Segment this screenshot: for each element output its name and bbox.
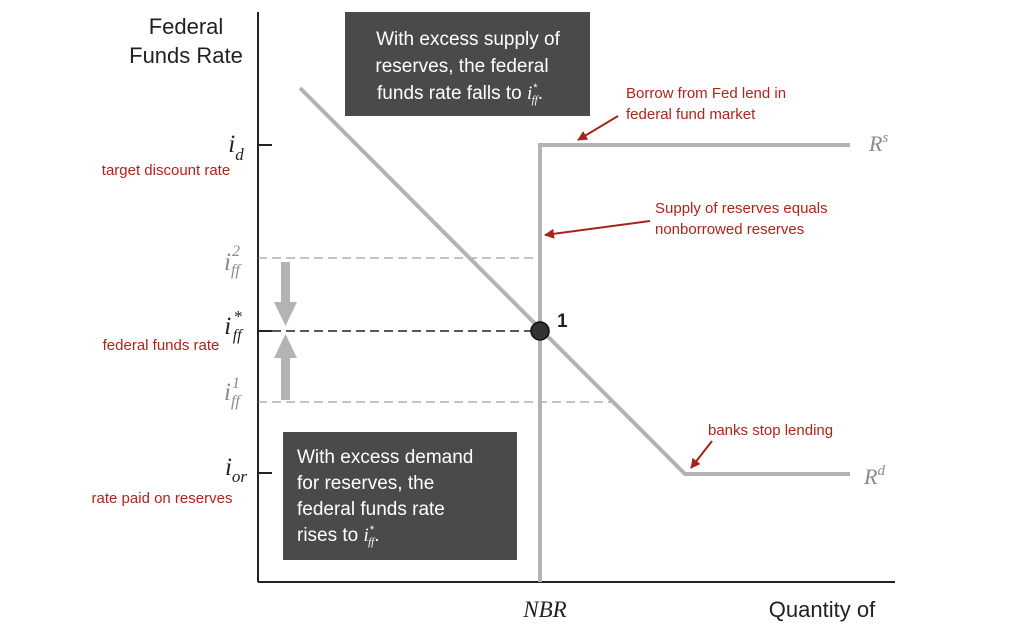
equilibrium-label: 1 bbox=[557, 311, 568, 332]
equilibrium-point bbox=[530, 321, 550, 341]
label-i-d: id bbox=[228, 131, 244, 164]
annotation-supply-line1: Supply of reserves equals bbox=[655, 200, 828, 217]
x-tick-nbr: NBR bbox=[522, 597, 566, 622]
annotation-stop-lending-arrow bbox=[690, 440, 713, 469]
label-i-ff1: i1 ff bbox=[224, 375, 242, 410]
excess-supply-line1: With excess supply of bbox=[376, 29, 560, 50]
demand-curve bbox=[298, 86, 850, 476]
supply-curve bbox=[538, 143, 850, 582]
y-axis-title-line2: Funds Rate bbox=[129, 43, 243, 68]
supply-curve-label: Rs bbox=[868, 130, 888, 156]
down-arrow-icon bbox=[274, 262, 297, 326]
annotation-borrow-arrow bbox=[577, 115, 619, 141]
excess-supply-box bbox=[345, 12, 590, 116]
note-target-discount-rate: target discount rate bbox=[102, 162, 230, 179]
annotation-borrow-line1: Borrow from Fed lend in bbox=[626, 85, 786, 102]
note-federal-funds-rate: federal funds rate bbox=[103, 337, 220, 354]
excess-demand-line3: federal funds rate bbox=[297, 499, 445, 520]
annotation-supply-line2: nonborrowed reserves bbox=[655, 221, 804, 238]
up-arrow-icon bbox=[274, 334, 297, 400]
note-rate-paid-on-reserves: rate paid on reserves bbox=[92, 490, 233, 507]
annotation-supply-arrow bbox=[544, 220, 651, 239]
x-axis-title: Quantity of bbox=[769, 597, 876, 622]
label-i-or: ior bbox=[225, 454, 247, 486]
excess-supply-line2: reserves, the federal bbox=[375, 56, 548, 77]
excess-demand-line4: rises to i* ff. bbox=[297, 524, 380, 548]
demand-curve-label: Rd bbox=[863, 463, 885, 489]
excess-demand-box bbox=[283, 432, 517, 560]
annotation-borrow-line2: federal fund market bbox=[626, 106, 756, 123]
excess-supply-line3: funds rate falls to i* ff. bbox=[377, 82, 543, 106]
excess-demand-line1: With excess demand bbox=[297, 447, 473, 468]
annotation-stop-lending: banks stop lending bbox=[708, 422, 833, 439]
excess-demand-line2: for reserves, the bbox=[297, 473, 434, 494]
y-axis-title-line1: Federal bbox=[149, 14, 224, 39]
label-i-ff2: i2 ff bbox=[224, 243, 242, 279]
label-i-ff-star: i * ff bbox=[224, 307, 244, 344]
